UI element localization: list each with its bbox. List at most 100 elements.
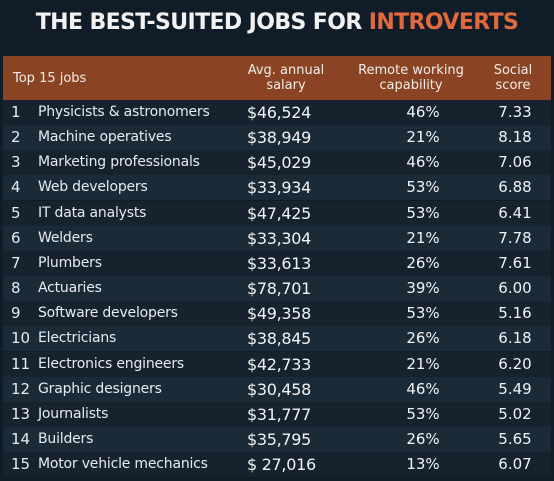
job-cell: Marketing professionals bbox=[38, 154, 200, 171]
table-row: 6 Welders $33,304 21% 7.78 bbox=[3, 225, 551, 251]
salary-cell: $42,733 bbox=[247, 354, 312, 374]
rank-cell: 7 bbox=[11, 253, 21, 272]
salary-cell: $78,701 bbox=[247, 279, 312, 298]
rank-cell: 13 bbox=[11, 404, 31, 423]
header-remote-line1: Remote working bbox=[358, 63, 464, 78]
job-cell: IT data analysts bbox=[38, 204, 147, 221]
remote-cell: 21% bbox=[406, 128, 440, 147]
table-row: 4 Web developers $33,934 53% 6.88 bbox=[3, 175, 551, 201]
table-row: 10 Electricians $38,845 26% 6.18 bbox=[3, 326, 551, 352]
social-cell: 6.41 bbox=[498, 203, 532, 222]
salary-cell: $31,777 bbox=[247, 404, 312, 424]
header-salary: Avg. annual salary bbox=[236, 63, 336, 93]
social-cell: 8.18 bbox=[498, 128, 532, 147]
job-cell: Welders bbox=[38, 229, 93, 246]
table-row: 14 Builders $35,795 26% 5.65 bbox=[3, 426, 551, 452]
salary-cell: $45,029 bbox=[247, 153, 312, 173]
social-cell: 6.20 bbox=[498, 354, 532, 373]
table-row: 13 Journalists $31,777 53% 5.02 bbox=[3, 401, 551, 427]
remote-cell: 46% bbox=[406, 153, 440, 172]
salary-cell: $47,425 bbox=[247, 203, 312, 223]
remote-cell: 53% bbox=[406, 178, 440, 197]
remote-cell: 26% bbox=[406, 253, 440, 272]
table-row: 11 Electronics engineers $42,733 21% 6.20 bbox=[3, 351, 551, 377]
header-social: Social score bbox=[478, 63, 548, 93]
job-cell: Journalists bbox=[38, 405, 109, 422]
header-jobs: Top 15 jobs bbox=[13, 71, 87, 86]
salary-cell: $35,795 bbox=[247, 429, 312, 449]
social-cell: 6.88 bbox=[498, 178, 532, 197]
social-cell: 6.07 bbox=[498, 455, 532, 474]
table-row: 8 Actuaries $78,701 39% 6.00 bbox=[3, 276, 551, 301]
remote-cell: 26% bbox=[406, 329, 440, 348]
table-row: 3 Marketing professionals $45,029 46% 7.06 bbox=[3, 150, 551, 176]
job-cell: Electricians bbox=[38, 330, 117, 347]
salary-cell: $38,949 bbox=[247, 128, 312, 148]
table-row: 12 Graphic designers $30,458 46% 5.49 bbox=[3, 376, 551, 402]
social-cell: 7.06 bbox=[498, 153, 532, 172]
header-salary-line1: Avg. annual bbox=[247, 63, 325, 78]
social-cell: 5.02 bbox=[498, 404, 532, 423]
social-cell: 5.16 bbox=[498, 304, 532, 323]
table-header bbox=[3, 56, 551, 100]
rank-cell: 15 bbox=[11, 455, 31, 474]
rank-cell: 6 bbox=[11, 228, 21, 247]
rank-cell: 1 bbox=[11, 103, 21, 121]
header-remote-line2: capability bbox=[379, 78, 443, 93]
rank-cell: 11 bbox=[11, 354, 31, 373]
job-cell: Plumbers bbox=[38, 254, 102, 271]
table-row: 9 Software developers $49,358 53% 5.16 bbox=[3, 301, 551, 327]
social-cell: 6.00 bbox=[498, 279, 532, 297]
salary-cell: $33,934 bbox=[247, 178, 312, 198]
rank-cell: 14 bbox=[11, 429, 31, 448]
salary-cell: $ 27,016 bbox=[247, 455, 316, 475]
table-row: 2 Machine operatives $38,949 21% 8.18 bbox=[3, 125, 551, 151]
header-social-line2: score bbox=[495, 78, 531, 93]
job-cell: Builders bbox=[38, 430, 94, 447]
header-salary-line2: salary bbox=[266, 78, 306, 93]
table-row: 15 Motor vehicle mechanics $ 27,016 13% 6.07 bbox=[3, 452, 551, 478]
social-cell: 7.78 bbox=[498, 228, 532, 247]
social-cell: 7.33 bbox=[498, 103, 532, 121]
social-cell: 5.49 bbox=[498, 379, 532, 398]
job-cell: Actuaries bbox=[38, 280, 102, 296]
remote-cell: 21% bbox=[406, 228, 440, 247]
remote-cell: 39% bbox=[406, 279, 440, 297]
remote-cell: 26% bbox=[406, 429, 440, 448]
table-row: 7 Plumbers $33,613 26% 7.61 bbox=[3, 250, 551, 276]
rank-cell: 9 bbox=[11, 304, 21, 323]
rank-cell: 4 bbox=[11, 178, 21, 197]
salary-cell: $30,458 bbox=[247, 379, 312, 399]
title-accent: INTROVERTS bbox=[368, 10, 519, 35]
social-cell: 5.65 bbox=[498, 429, 532, 448]
salary-cell: $33,304 bbox=[247, 228, 312, 248]
rank-cell: 10 bbox=[11, 329, 31, 348]
job-cell: Electronics engineers bbox=[38, 355, 184, 372]
header-remote: Remote working capability bbox=[350, 63, 472, 93]
salary-cell: $33,613 bbox=[247, 253, 312, 273]
salary-cell: $46,524 bbox=[247, 103, 312, 122]
job-cell: Graphic designers bbox=[38, 380, 162, 397]
remote-cell: 13% bbox=[406, 455, 440, 474]
social-cell: 7.61 bbox=[498, 253, 532, 272]
salary-cell: $38,845 bbox=[247, 329, 312, 349]
rank-cell: 5 bbox=[11, 203, 21, 222]
rank-cell: 8 bbox=[11, 279, 21, 297]
title-main: THE BEST-SUITED JOBS FOR bbox=[35, 10, 363, 35]
rank-cell: 3 bbox=[11, 153, 21, 172]
job-cell: Web developers bbox=[38, 179, 148, 196]
remote-cell: 53% bbox=[406, 304, 440, 323]
rank-cell: 2 bbox=[11, 128, 21, 147]
table-row: 5 IT data analysts $47,425 53% 6.41 bbox=[3, 200, 551, 226]
rank-cell: 12 bbox=[11, 379, 31, 398]
remote-cell: 53% bbox=[406, 203, 440, 222]
job-cell: Machine operatives bbox=[38, 129, 172, 146]
page-title: THE BEST-SUITED JOBS FOR INTROVERTS bbox=[0, 8, 554, 38]
job-cell: Software developers bbox=[38, 305, 178, 322]
remote-cell: 46% bbox=[406, 103, 440, 121]
job-cell: Motor vehicle mechanics bbox=[38, 456, 208, 473]
salary-cell: $49,358 bbox=[247, 304, 312, 324]
remote-cell: 46% bbox=[406, 379, 440, 398]
social-cell: 6.18 bbox=[498, 329, 532, 348]
